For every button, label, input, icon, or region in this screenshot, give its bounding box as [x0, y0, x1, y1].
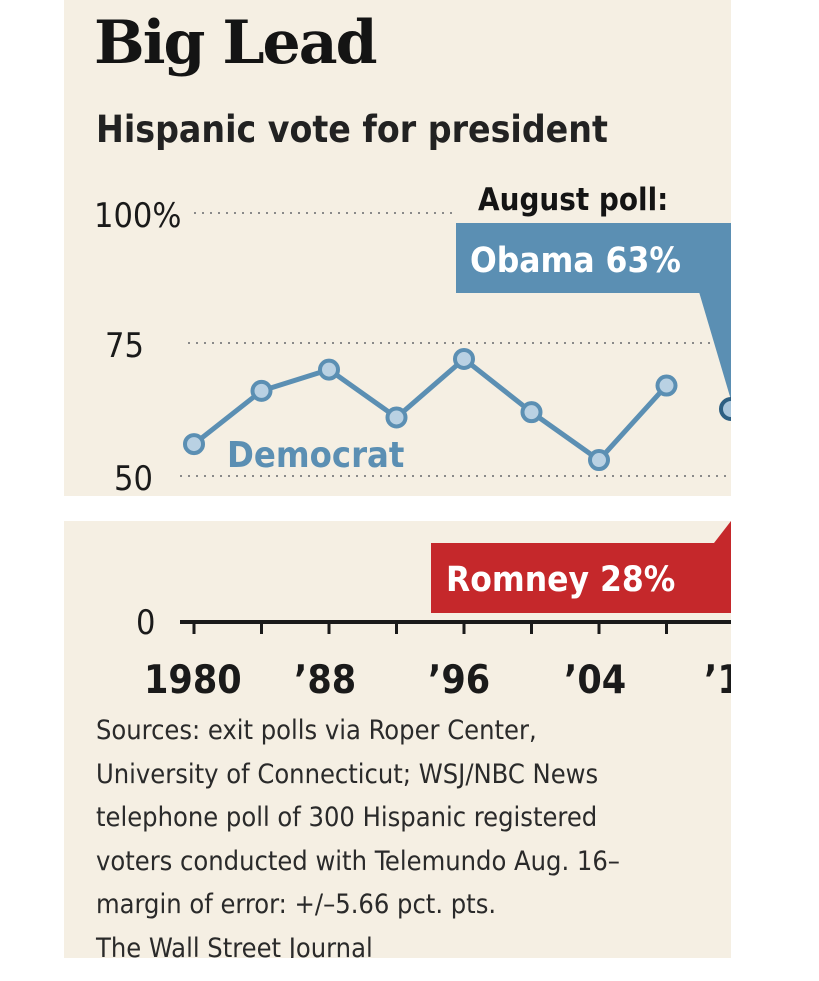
x-tick-label-1980: 1980: [144, 658, 242, 703]
sources-line: University of Connecticut; WSJ/NBC News: [96, 758, 599, 790]
democrat-point-1984: [250, 379, 273, 402]
sources-note: Sources: exit polls via Roper Center, Un…: [96, 709, 620, 927]
democrat-point-1980: [183, 433, 205, 456]
x-tick-label-88: ’88: [294, 658, 356, 703]
publisher-credit: The Wall Street Journal: [96, 933, 373, 958]
obama-callout-pointer: [694, 275, 731, 400]
democrat-series-label: Democrat: [227, 435, 404, 476]
obama-callout: Obama 63%: [456, 223, 731, 400]
x-tick-label-96: ’96: [428, 658, 490, 703]
gridlines: [180, 212, 731, 477]
line-chart-top: 100% 75 50 August poll: Obama 63% Democr…: [94, 182, 731, 496]
x-axis-ticks: [192, 622, 668, 634]
sources-line: margin of error: +/–5.66 pct. pts.: [96, 889, 497, 920]
democrat-point-2008: [655, 374, 678, 397]
chart-panel-top: Big Lead Hispanic vote for president 100…: [64, 0, 731, 496]
y-tick-label-50: 50: [114, 459, 153, 496]
romney-callout: Romney 28%: [431, 521, 731, 613]
romney-callout-box: [431, 543, 731, 613]
sources-line: voters conducted with Telemundo Aug. 16–: [96, 845, 620, 877]
y-tick-label-75: 75: [105, 326, 144, 366]
democrat-point-1988: [318, 358, 340, 381]
chart-title: Big Lead: [94, 8, 378, 78]
obama-callout-label: Obama 63%: [470, 241, 681, 281]
democrat-series-line: [192, 356, 669, 463]
democrat-point-1996: [453, 347, 475, 370]
obama-callout-box: [456, 223, 731, 293]
sources-line: telephone poll of 300 Hispanic registere…: [96, 802, 598, 833]
romney-callout-label: Romney 28%: [446, 560, 675, 600]
x-tick-label-12: ’1: [704, 658, 731, 703]
romney-callout-pointer: [714, 521, 731, 543]
democrat-point-2000: [520, 401, 543, 424]
chart-panel-bottom: Romney 28% 0 1980 ’88 ’96 ’04 ’1 Sources…: [64, 521, 731, 958]
democrat-series-points: [183, 347, 678, 472]
chart-subtitle: Hispanic vote for president: [96, 108, 608, 151]
y-tick-label-100: 100%: [94, 196, 181, 236]
democrat-point-1992: [385, 406, 408, 429]
line-chart-bottom: Romney 28% 0 1980 ’88 ’96 ’04 ’1: [136, 521, 731, 703]
august-poll-heading: August poll:: [478, 182, 668, 218]
x-tick-label-04: ’04: [564, 658, 626, 703]
poll-point-democrat: [719, 397, 731, 421]
y-tick-label-0: 0: [136, 603, 155, 643]
democrat-point-2004: [588, 449, 610, 472]
sources-line: Sources: exit polls via Roper Center,: [96, 715, 537, 746]
